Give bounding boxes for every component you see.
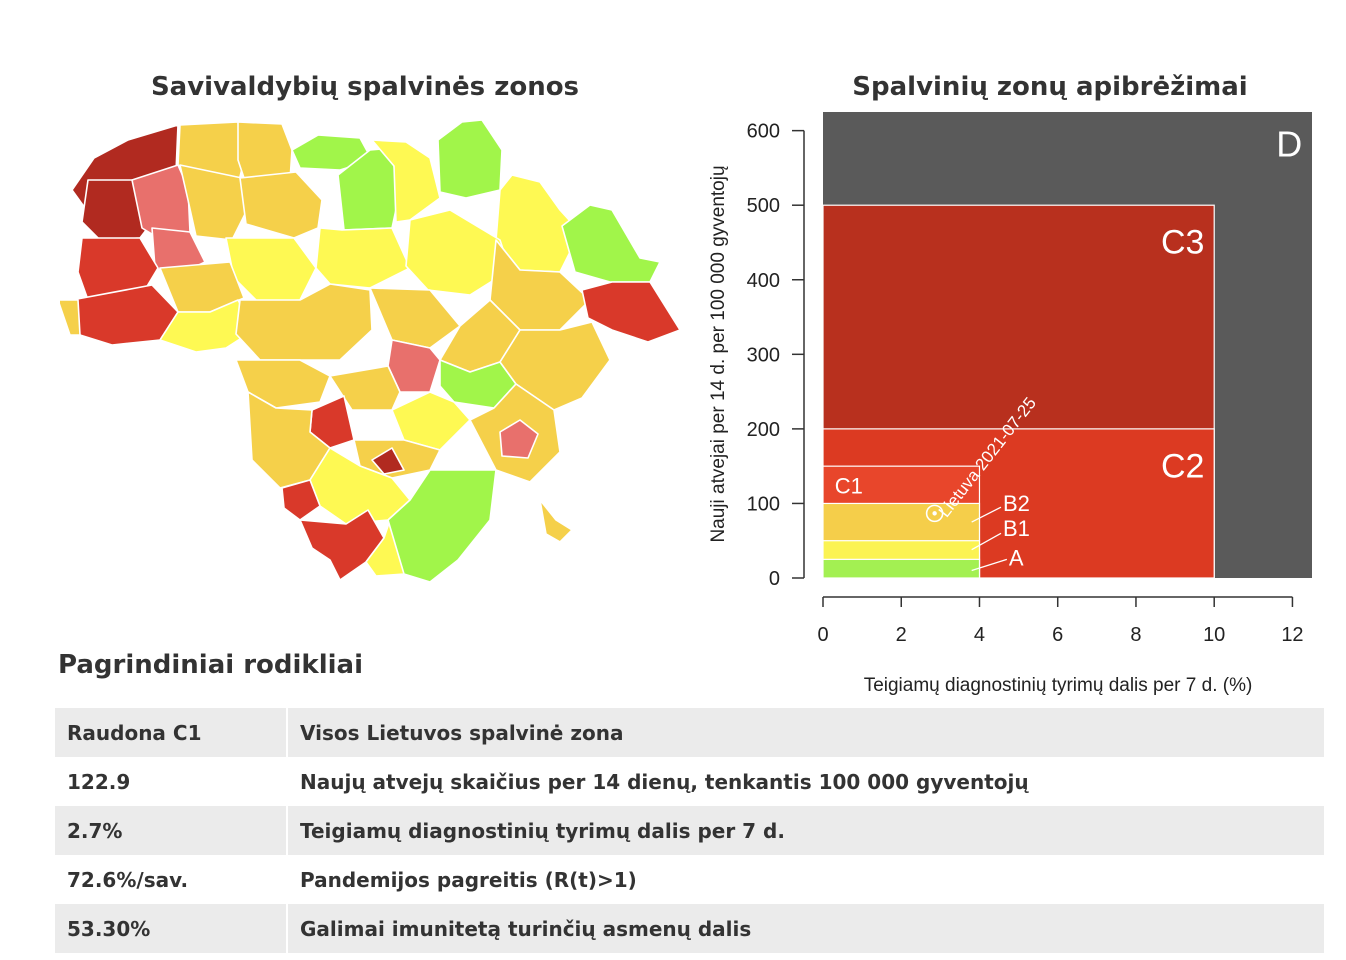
indicator-row: 53.30% Galimai imunitetą turinčių asmenų…: [55, 904, 1324, 953]
zone-label-b2: B2: [1003, 491, 1030, 516]
municipality-region: [499, 419, 539, 459]
zone-label-c3: C3: [1161, 224, 1204, 262]
x-tick-label: 0: [817, 624, 828, 646]
municipality-region: [281, 479, 321, 521]
municipality-region: [371, 447, 405, 475]
indicator-row: 2.7% Teigiamų diagnostinių tyrimų dalis …: [55, 806, 1324, 855]
y-tick-label: 400: [747, 270, 780, 292]
lithuania-point-ring: [925, 504, 944, 523]
leader-line-a: [971, 558, 1008, 572]
x-tick-label: 8: [1130, 624, 1141, 646]
y-tick-label: 200: [747, 419, 780, 441]
municipality-region: [235, 283, 373, 361]
indicator-row: 72.6%/sav. Pandemijos pagreitis (R(t)>1): [55, 855, 1324, 904]
indicator-label: Galimai imunitetą turinčių asmenų dalis: [286, 904, 1324, 953]
indicator-label: Naujų atvejų skaičius per 14 dienų, tenk…: [286, 757, 1324, 806]
y-tick-label: 0: [769, 568, 780, 590]
x-tick-label: 6: [1052, 624, 1063, 646]
indicator-row: 122.9 Naujų atvejų skaičius per 14 dienų…: [55, 757, 1324, 806]
municipality-region: [369, 287, 461, 349]
indicator-row: Raudona C1 Visos Lietuvos spalvinė zona: [55, 708, 1324, 757]
municipality-region: [239, 171, 323, 239]
municipality-region: [561, 204, 661, 283]
map-title: Savivaldybių spalvinės zonos: [150, 72, 580, 102]
x-axis-label: Teigiamų diagnostinių tyrimų dalis per 7…: [864, 675, 1253, 696]
x-tick-label: 2: [896, 624, 907, 646]
y-tick-label: 600: [747, 121, 780, 143]
municipality-region: [237, 121, 293, 181]
municipality-region: [387, 469, 497, 583]
leader-line-b1: [971, 532, 1002, 551]
municipality-region: [329, 365, 401, 411]
x-tick-label: 12: [1281, 624, 1303, 646]
x-tick-label: 10: [1203, 624, 1225, 646]
indicator-value: Raudona C1: [55, 708, 287, 757]
municipality-region: [437, 119, 503, 199]
y-tick-label: 500: [747, 195, 780, 217]
indicator-value: 72.6%/sav.: [67, 867, 189, 892]
zone-label-c1: C1: [835, 474, 863, 499]
indicator-label: Visos Lietuvos spalvinė zona: [286, 708, 1324, 757]
leader-line-b2: [971, 506, 1002, 523]
x-tick-label: 4: [974, 624, 985, 646]
zone-label-a: A: [1009, 545, 1024, 570]
indicator-label: Pandemijos pagreitis (R(t)>1): [286, 855, 1324, 904]
zone-label-c2: C2: [1161, 447, 1204, 485]
indicator-label: Teigiamų diagnostinių tyrimų dalis per 7…: [286, 806, 1324, 855]
municipality-region: [405, 209, 511, 296]
indicators-table: Raudona C1 Visos Lietuvos spalvinė zona …: [55, 708, 1324, 953]
indicator-value: 53.30%: [55, 904, 287, 953]
y-tick-label: 300: [747, 344, 780, 366]
y-tick-label: 100: [747, 493, 780, 515]
lithuania-point: [932, 511, 937, 516]
zones-chart-title: Spalvinių zonų apibrėžimai: [852, 72, 1248, 102]
municipality-region: [539, 499, 573, 543]
y-axis-label: Nauji atvejai per 14 d. per 100 000 gyve…: [708, 165, 729, 542]
municipality-region: [581, 281, 681, 343]
zone-label-d: D: [1276, 124, 1302, 165]
municipality-region: [499, 321, 611, 411]
municipality-zone-map: [60, 119, 681, 583]
indicators-heading: Pagrindiniai rodikliai: [58, 650, 363, 680]
indicator-value: 2.7%: [55, 806, 287, 855]
zone-a-area: [822, 558, 981, 579]
zone-label-b1: B1: [1003, 516, 1030, 541]
municipality-region: [60, 299, 81, 336]
municipality-region: [315, 227, 411, 289]
municipality-region: [371, 139, 441, 223]
indicator-value: 122.9: [67, 769, 131, 794]
